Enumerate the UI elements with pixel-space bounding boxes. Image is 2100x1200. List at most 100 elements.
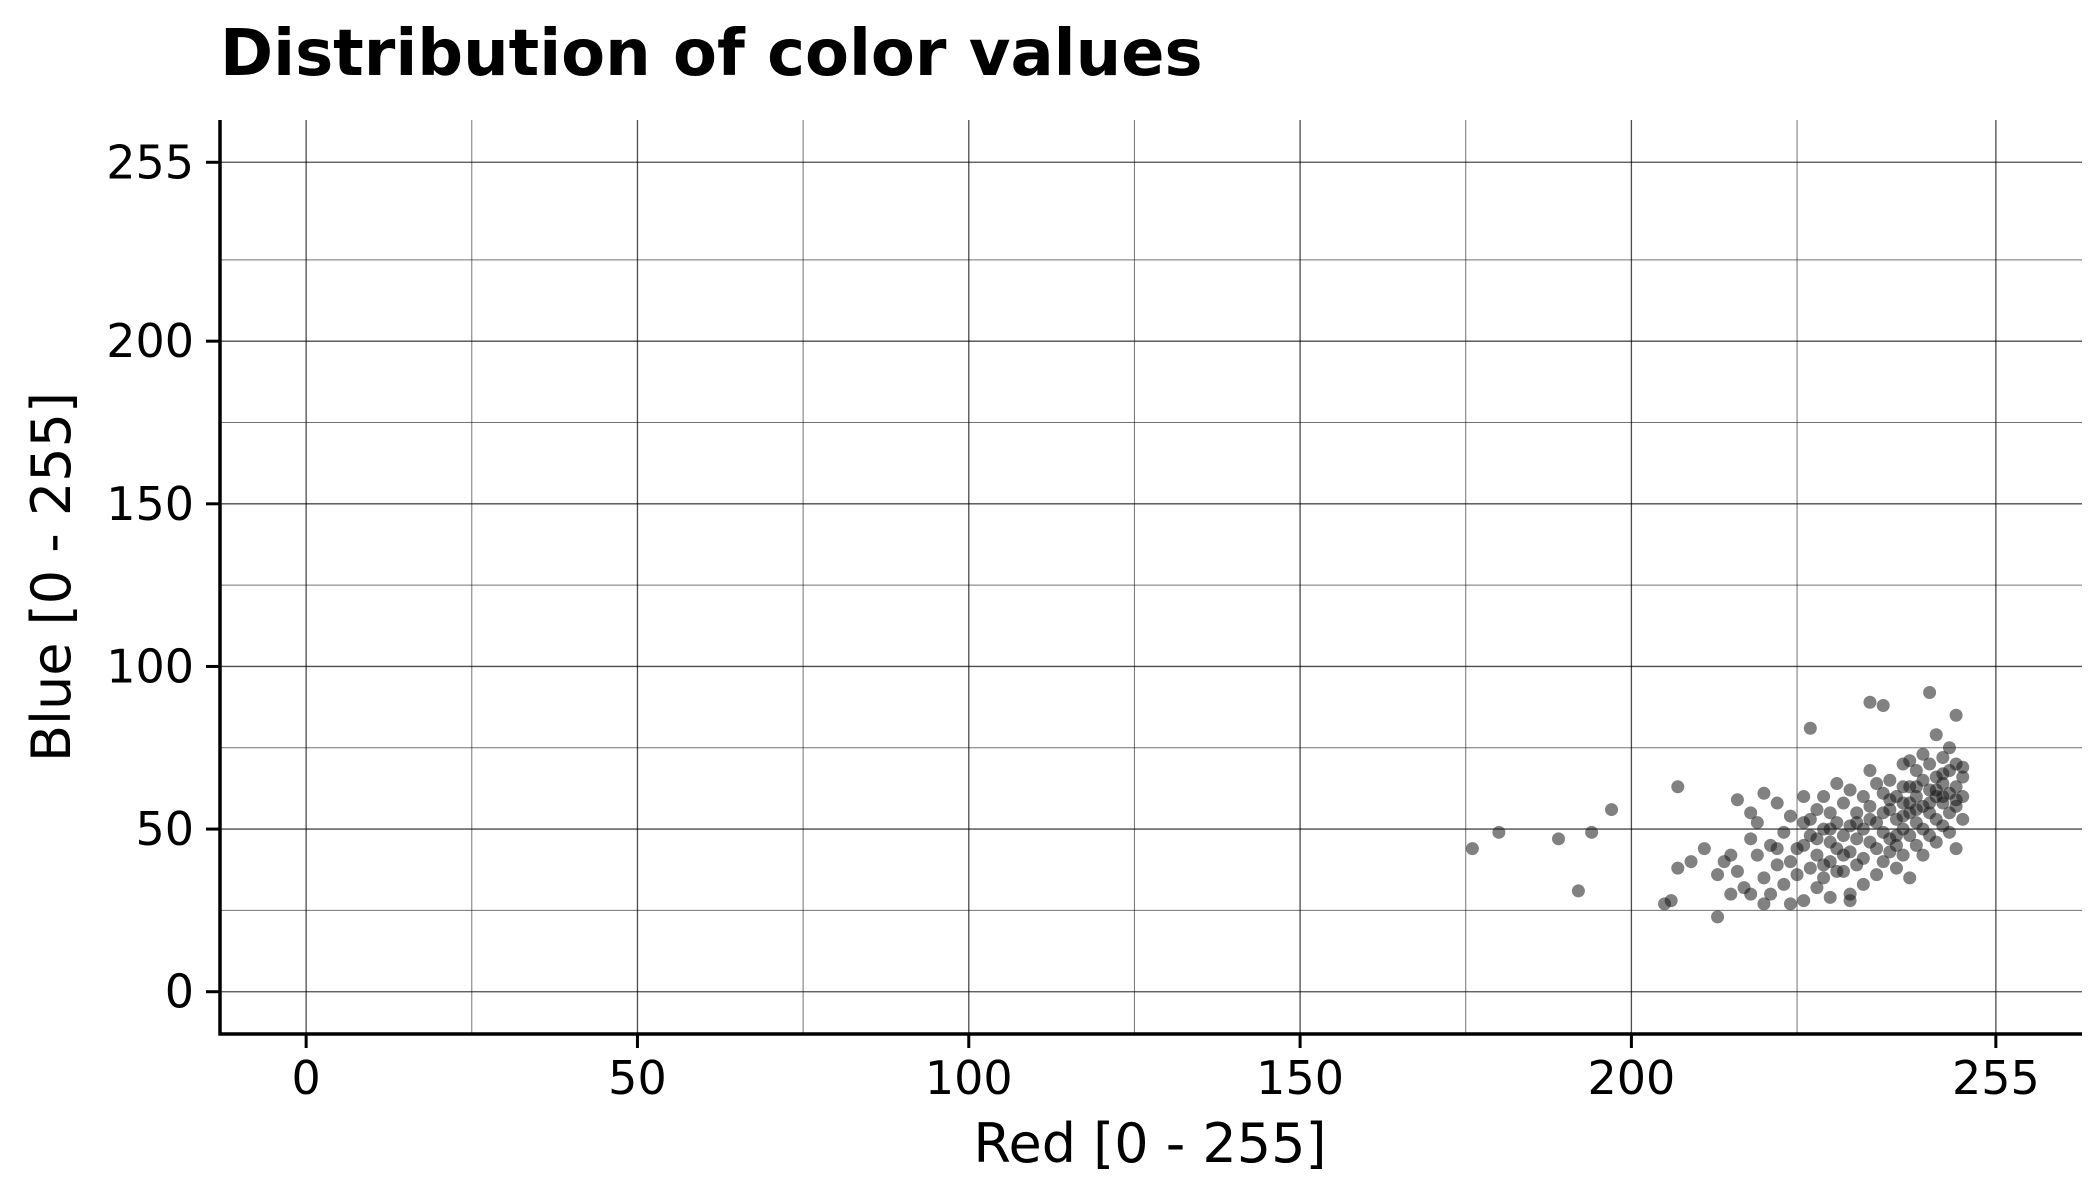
data-point — [1903, 829, 1917, 843]
data-point — [1870, 868, 1884, 882]
x-axis-ticks: 0 50 100 150 200 255 — [292, 1034, 2040, 1105]
data-point — [1823, 890, 1837, 904]
data-point — [1836, 796, 1850, 810]
data-point — [1823, 822, 1837, 836]
data-point — [1817, 871, 1831, 885]
data-point — [1770, 842, 1784, 856]
data-point — [1671, 861, 1685, 875]
data-point — [1803, 861, 1817, 875]
grid — [220, 120, 2082, 1034]
data-point — [1923, 757, 1937, 771]
data-point — [1876, 806, 1890, 820]
data-point — [1744, 806, 1758, 820]
data-point — [1850, 806, 1864, 820]
data-point — [1585, 825, 1599, 839]
data-point — [1863, 764, 1877, 778]
x-tick-label: 200 — [1588, 1051, 1676, 1105]
y-axis-ticks: 0 50 100 150 200 255 — [106, 135, 220, 1019]
data-point — [1949, 793, 1963, 807]
data-point — [1909, 838, 1923, 852]
data-point — [1810, 832, 1824, 846]
data-point — [1936, 751, 1950, 765]
data-point — [1783, 897, 1797, 911]
data-point — [1916, 848, 1930, 862]
data-point — [1750, 848, 1764, 862]
data-point — [1711, 868, 1725, 882]
data-point — [1797, 790, 1811, 804]
data-point — [1803, 721, 1817, 735]
data-point — [1903, 796, 1917, 810]
data-point — [1889, 829, 1903, 843]
data-point — [1571, 884, 1585, 898]
axes — [218, 120, 2082, 1036]
data-point — [1896, 848, 1910, 862]
data-point — [1817, 790, 1831, 804]
data-point — [1711, 910, 1725, 924]
data-point — [1856, 877, 1870, 891]
data-point — [1836, 829, 1850, 843]
data-point — [1605, 803, 1619, 817]
data-point — [1929, 728, 1943, 742]
data-point — [1889, 861, 1903, 875]
data-point — [1830, 864, 1844, 878]
data-point — [1724, 887, 1738, 901]
data-point — [1909, 780, 1923, 794]
x-tick-label: 150 — [1256, 1051, 1344, 1105]
y-tick-label: 255 — [106, 135, 194, 189]
data-point — [1830, 777, 1844, 791]
x-tick-label: 50 — [608, 1051, 667, 1105]
data-point — [1817, 858, 1831, 872]
data-point — [1923, 685, 1937, 699]
data-point — [1870, 842, 1884, 856]
data-point — [1671, 780, 1685, 794]
data-point — [1856, 851, 1870, 865]
data-point — [1876, 855, 1890, 869]
data-point — [1823, 806, 1837, 820]
data-point — [1783, 855, 1797, 869]
data-point — [1730, 864, 1744, 878]
data-point — [1883, 773, 1897, 787]
data-point — [1929, 835, 1943, 849]
y-tick-label: 150 — [106, 477, 194, 531]
data-point — [1883, 845, 1897, 859]
data-point — [1757, 897, 1771, 911]
data-point — [1777, 877, 1791, 891]
data-point — [1697, 842, 1711, 856]
data-point — [1949, 780, 1963, 794]
data-point — [1843, 887, 1857, 901]
data-points — [1465, 685, 1970, 924]
y-tick-label: 0 — [165, 965, 194, 1019]
data-point — [1949, 842, 1963, 856]
data-point — [1896, 809, 1910, 823]
data-point — [1724, 848, 1738, 862]
data-point — [1903, 871, 1917, 885]
data-point — [1863, 695, 1877, 709]
data-point — [1883, 793, 1897, 807]
y-tick-label: 50 — [135, 802, 194, 856]
data-point — [1757, 786, 1771, 800]
data-point — [1870, 777, 1884, 791]
data-point — [1783, 809, 1797, 823]
data-point — [1744, 832, 1758, 846]
data-point — [1465, 842, 1479, 856]
data-point — [1810, 881, 1824, 895]
y-axis-label: Blue [0 - 255] — [20, 392, 83, 762]
data-point — [1936, 767, 1950, 781]
data-point — [1730, 793, 1744, 807]
data-point — [1896, 780, 1910, 794]
data-point — [1770, 858, 1784, 872]
data-point — [1903, 754, 1917, 768]
data-point — [1863, 799, 1877, 813]
y-tick-label: 100 — [106, 639, 194, 693]
data-point — [1552, 832, 1566, 846]
data-point — [1956, 760, 1970, 774]
data-point — [1750, 816, 1764, 830]
chart-title: Distribution of color values — [220, 17, 1203, 91]
data-point — [1876, 698, 1890, 712]
data-point — [1803, 812, 1817, 826]
x-tick-label: 100 — [925, 1051, 1013, 1105]
data-point — [1863, 812, 1877, 826]
data-point — [1770, 796, 1784, 810]
data-point — [1790, 868, 1804, 882]
